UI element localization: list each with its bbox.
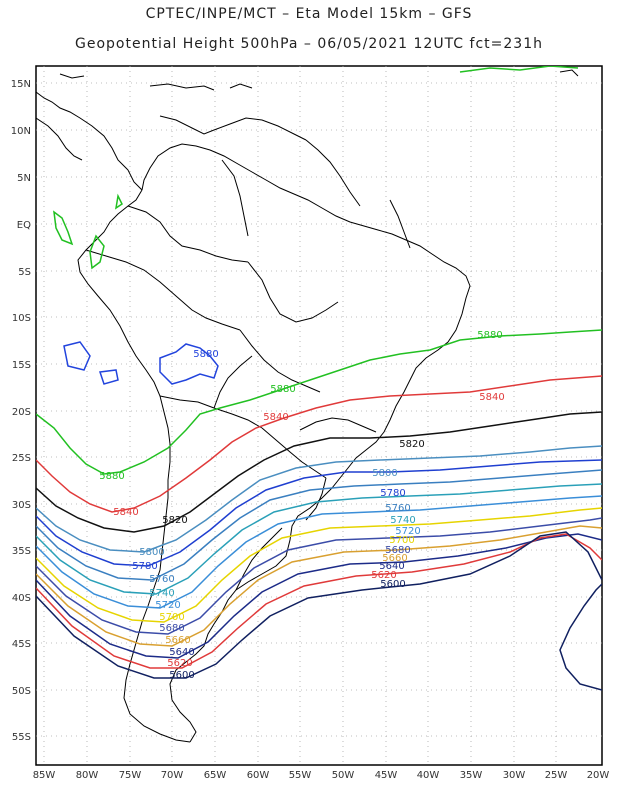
contour-label: 5660 xyxy=(165,635,190,646)
contour-label: 5720 xyxy=(395,526,420,537)
contour-label: 5880 xyxy=(477,330,502,341)
contour-label: 5820 xyxy=(399,439,424,450)
contour-label: 5600 xyxy=(380,579,405,590)
lon-label: 35W xyxy=(460,770,483,781)
contour-label: 5620 xyxy=(167,658,192,669)
contour-5880-north xyxy=(459,66,579,73)
contour-label: 5880 xyxy=(99,471,124,482)
contour-label: 5840 xyxy=(479,392,504,403)
map-title-line2: Geopotential Height 500hPa – 06/05/2021 … xyxy=(75,36,543,52)
lat-label: 30S xyxy=(12,500,31,511)
contour-label: 5680 xyxy=(159,623,184,634)
contour-label: 5600 xyxy=(169,670,194,681)
lon-label: 30W xyxy=(503,770,526,781)
contour-label: 5820 xyxy=(162,515,187,526)
contour-label: 5760 xyxy=(149,574,174,585)
contour-5880-blue3 xyxy=(159,343,219,385)
contour-5880-blue xyxy=(63,341,91,371)
contour-label: 5620 xyxy=(371,570,396,581)
contour-5680 xyxy=(36,517,602,635)
contour-label: 5880 xyxy=(270,384,295,395)
contour-5880-island2 xyxy=(89,234,105,270)
lon-axis: 85W 80W 75W 70W 65W 60W 55W 50W 45W 40W … xyxy=(33,770,610,781)
lon-label: 50W xyxy=(332,770,355,781)
lon-label: 75W xyxy=(119,770,142,781)
contour-5700 xyxy=(36,507,602,623)
contour-label: 5660 xyxy=(382,553,407,564)
lat-label: 5N xyxy=(17,173,31,184)
contour-5820 xyxy=(36,411,602,533)
contour-label: 5760 xyxy=(385,503,410,514)
contour-label: 5640 xyxy=(379,561,404,572)
lat-label: 55S xyxy=(12,732,31,743)
lon-label: 45W xyxy=(375,770,398,781)
contour-label: 5720 xyxy=(155,600,180,611)
contour-5880 xyxy=(36,329,602,475)
lat-label: 10N xyxy=(11,126,31,137)
contour-5600 xyxy=(36,531,602,691)
contour-5840 xyxy=(36,375,602,513)
contour-5880-island xyxy=(53,210,74,246)
lat-label: 40S xyxy=(12,593,31,604)
lat-label: 20S xyxy=(12,407,31,418)
contour-label: 5800 xyxy=(139,547,164,558)
lat-label: EQ xyxy=(17,220,31,231)
lat-label: 15S xyxy=(12,360,31,371)
contour-5800 xyxy=(36,445,602,553)
contour-label: 5840 xyxy=(113,507,138,518)
contour-label: 5880 xyxy=(193,349,218,360)
contour-label: 5780 xyxy=(380,488,405,499)
contour-label: 5740 xyxy=(149,588,174,599)
lon-label: 25W xyxy=(545,770,568,781)
contour-label: 5700 xyxy=(159,612,184,623)
contour-label: 5700 xyxy=(389,535,414,546)
lat-label: 10S xyxy=(12,313,31,324)
contour-5880-island3 xyxy=(114,193,123,210)
lat-label: 50S xyxy=(12,686,31,697)
lon-label: 85W xyxy=(33,770,56,781)
contour-5660 xyxy=(36,525,602,647)
lon-label: 60W xyxy=(247,770,270,781)
contour-label: 5780 xyxy=(132,561,157,572)
contour-label: 5640 xyxy=(169,647,194,658)
lat-label: 25S xyxy=(12,453,31,464)
contour-lines xyxy=(36,66,602,691)
contour-5740 xyxy=(36,483,602,595)
contour-5620 xyxy=(36,533,602,669)
lon-label: 40W xyxy=(417,770,440,781)
lon-label: 20W xyxy=(587,770,610,781)
plot-frame xyxy=(35,65,603,766)
contour-label: 5800 xyxy=(372,468,397,479)
contour-5780 xyxy=(36,459,602,567)
contour-labels: 5880 5880 5880 5880 5840 5840 5840 5820 … xyxy=(99,330,504,681)
contour-label: 5680 xyxy=(385,545,410,556)
contour-5880-blue2 xyxy=(98,369,119,385)
lon-label: 65W xyxy=(204,770,227,781)
map-title-line1: CPTEC/INPE/MCT – Eta Model 15km – GFS xyxy=(145,6,473,22)
coastlines xyxy=(36,69,579,743)
contour-5760 xyxy=(36,469,602,581)
lon-label: 55W xyxy=(289,770,312,781)
contour-label: 5740 xyxy=(390,515,415,526)
contour-label: 5840 xyxy=(263,412,288,423)
lat-label: 5S xyxy=(18,267,31,278)
lat-label: 15N xyxy=(11,79,31,90)
lat-label: 35S xyxy=(12,546,31,557)
lon-label: 80W xyxy=(76,770,99,781)
lon-label: 70W xyxy=(161,770,184,781)
lat-label: 45S xyxy=(12,639,31,650)
contour-5640 xyxy=(36,533,602,659)
lat-axis: 15N 10N 5N EQ 5S 10S 15S 20S 25S 30S 35S… xyxy=(11,79,31,743)
contour-5720 xyxy=(36,495,602,609)
